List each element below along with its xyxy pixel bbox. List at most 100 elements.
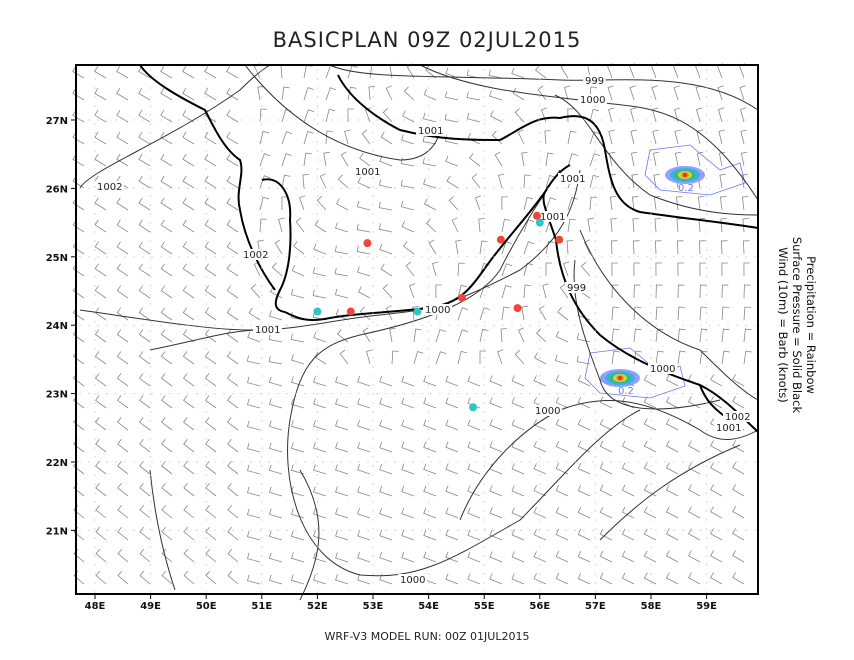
wind-barb [204,88,217,101]
wind-barb [319,173,327,189]
wind-barb [423,397,437,409]
wind-barb [512,87,525,101]
wind-barb [740,151,748,167]
wind-barb [259,218,267,233]
pressure-label: 1001 [540,212,565,223]
wind-barb [139,570,151,585]
wind-barb [577,550,591,563]
station-cyan [413,307,422,316]
wind-barb [457,284,467,299]
wind-barb [205,461,217,475]
wind-barb [740,129,747,145]
wind-barb [161,548,173,563]
wind-barb [533,441,547,453]
wind-barb [116,285,129,299]
wind-barb [718,129,725,145]
wind-barb [335,222,349,233]
wind-barb [246,355,261,365]
wind-barb [732,440,745,453]
wind-barb [448,196,459,211]
wind-barb [739,85,746,101]
wind-barb [138,373,151,387]
wind-barb [696,151,704,167]
wind-barb [94,263,107,277]
wind-barb [378,223,393,233]
coastline-segment [542,191,759,433]
wind-barb [247,552,261,563]
wind-barb [116,373,129,387]
wind-barb [139,439,151,453]
wind-barb [303,87,314,101]
wind-barb [205,548,217,563]
wind-barb [138,131,151,145]
wind-barb [555,550,569,563]
wind-barb [247,376,261,387]
wind-barb [347,108,354,123]
wind-barb [544,130,551,145]
wind-barb [688,572,701,585]
wind-barb [204,219,217,233]
wind-barb [425,218,437,233]
wind-barb [643,550,657,563]
wind-barb [291,265,305,277]
pressure-label: 1000 [425,305,450,316]
wind-barb [94,241,107,255]
wind-barb [413,351,424,365]
wind-barb [205,570,217,585]
wind-barb [533,463,547,475]
wind-barb [523,241,535,255]
wind-barb [94,66,107,79]
wind-barb [290,333,305,343]
wind-barb [364,107,372,123]
wind-barb [521,151,528,167]
wind-barb [303,109,315,123]
wind-barb [269,376,283,387]
wind-barb [555,354,569,365]
wind-barb [467,529,481,541]
wind-barb [269,508,283,519]
wind-barb [139,461,151,475]
wind-barb [720,218,727,233]
wind-barb [226,219,239,233]
pressure-label: 1001 [255,325,280,336]
isobar [459,399,759,521]
wind-barb [489,110,503,123]
wind-barb [583,239,591,255]
wind-barb [182,175,195,189]
wind-barb [313,530,327,541]
wind-barb [226,131,239,145]
wind-barb [677,306,685,321]
legend-pressure: Surface Pressure = Solid Black [790,236,804,414]
wind-barb [116,153,129,167]
wind-barb [295,217,305,233]
wind-barb [94,109,107,123]
wind-barb [95,395,107,409]
wind-barb [467,507,481,519]
wind-barb [467,419,481,431]
wind-barb [259,196,270,211]
wind-barb [72,88,85,101]
wind-barb [116,241,129,255]
pressure-label: 1001 [418,126,443,137]
wind-barb [688,484,701,497]
wind-barb [425,65,437,79]
wind-barb [204,329,217,343]
wind-barb [247,331,261,343]
wind-barb [379,463,393,475]
wind-barb [160,197,173,211]
wind-barb [336,198,349,211]
wind-barb [247,442,261,453]
wind-barb [95,461,107,475]
wind-barb [630,107,637,123]
wind-barb [183,395,195,409]
wind-barb [423,89,437,101]
wind-barb [94,88,107,101]
pressure-label: 1002 [97,182,122,193]
wind-barb [160,373,173,387]
wind-barb [227,439,239,453]
wind-barb [95,417,107,431]
wind-barb [334,288,349,299]
wind-barb [423,485,437,497]
wind-barb [401,397,415,409]
wind-barb [489,397,503,409]
